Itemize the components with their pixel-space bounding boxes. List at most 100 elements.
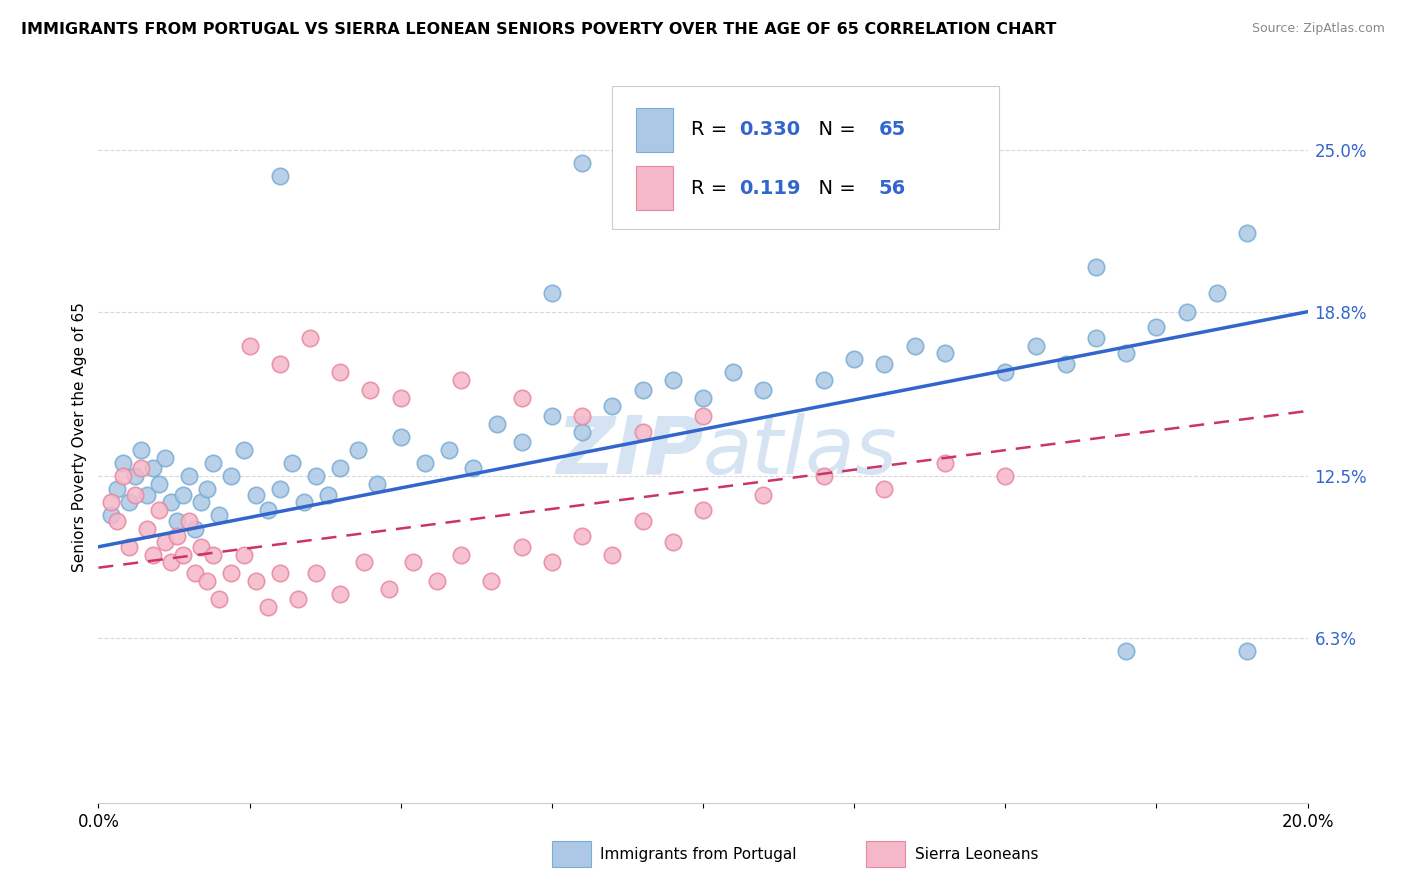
Point [172,548,194,562]
Point [510,540,533,554]
Point [934,456,956,470]
Point [844,351,866,366]
Point [202,548,225,562]
Point [292,495,315,509]
Point [360,383,382,397]
Point [287,592,309,607]
Point [153,450,176,465]
Text: 65: 65 [879,120,905,139]
Point [105,483,128,497]
Point [329,587,352,601]
Point [135,521,157,535]
Text: Source: ZipAtlas.com: Source: ZipAtlas.com [1251,22,1385,36]
Text: Sierra Leoneans: Sierra Leoneans [915,847,1038,862]
Point [179,514,201,528]
Point [437,443,460,458]
Text: 56: 56 [879,179,905,198]
Point [450,373,472,387]
Bar [551,841,591,867]
Point [631,383,654,397]
Point [450,548,472,562]
Point [232,443,254,458]
Point [100,495,122,509]
Point [994,469,1017,483]
Text: atlas: atlas [703,413,898,491]
Point [873,357,896,371]
Point [269,483,291,497]
Point [904,339,927,353]
Point [239,339,262,353]
Point [329,365,352,379]
Point [377,582,399,596]
Point [1115,346,1137,360]
Point [631,425,654,439]
Point [111,456,134,470]
Point [540,409,562,424]
Point [1236,644,1258,658]
Point [486,417,509,431]
Point [129,461,152,475]
Point [463,461,485,475]
Point [172,487,194,501]
Point [124,487,146,501]
Point [366,477,388,491]
Point [692,409,714,424]
Point [269,169,291,183]
Point [481,574,503,588]
Text: N =: N = [806,120,862,139]
Point [1085,260,1108,275]
Bar [637,167,672,211]
Point [389,430,412,444]
Point [540,286,562,301]
Point [661,373,683,387]
Point [571,156,593,170]
Point [166,529,188,543]
Point [934,346,956,360]
Point [692,391,714,405]
Point [129,443,152,458]
Point [813,373,835,387]
Point [1144,320,1167,334]
Point [153,534,176,549]
Point [1206,286,1229,301]
Point [752,383,775,397]
Point [221,469,243,483]
Point [602,548,624,562]
Point [184,521,207,535]
FancyBboxPatch shape [613,86,1000,228]
Point [602,399,624,413]
Point [347,443,370,458]
Point [256,599,278,614]
Point [118,495,141,509]
Point [305,566,328,580]
Text: R =: R = [690,179,734,198]
Point [245,487,267,501]
Point [105,514,128,528]
Point [389,391,412,405]
Point [100,508,122,523]
Text: ZIP: ZIP [555,413,703,491]
Point [124,469,146,483]
Point [510,435,533,450]
Point [111,469,134,483]
Point [329,461,352,475]
Point [269,566,291,580]
Point [1085,331,1108,345]
Point [232,548,254,562]
Point [353,556,375,570]
Point [208,508,231,523]
Point [179,469,201,483]
Point [166,514,188,528]
Bar [866,841,905,867]
Point [571,409,593,424]
Point [256,503,278,517]
Point [402,556,425,570]
Point [142,461,165,475]
Text: Immigrants from Portugal: Immigrants from Portugal [600,847,797,862]
Point [1054,357,1077,371]
Point [873,483,896,497]
Point [269,357,291,371]
Point [135,487,157,501]
Point [661,534,683,549]
Point [752,487,775,501]
